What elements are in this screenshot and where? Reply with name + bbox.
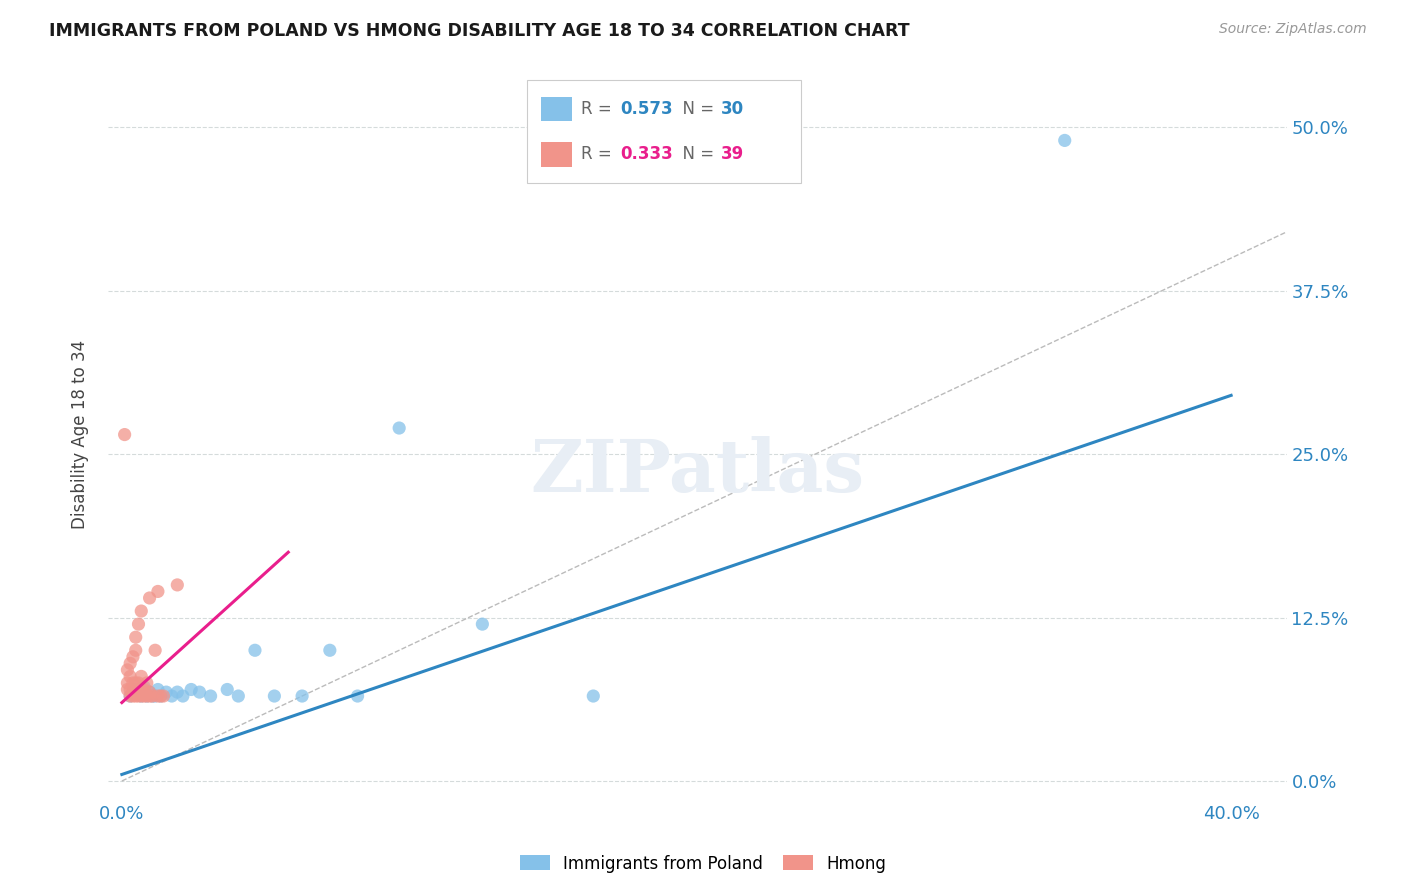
- Point: [117, 676, 139, 690]
- Point: [291, 689, 314, 703]
- Point: [141, 689, 163, 703]
- Text: R =: R =: [581, 145, 617, 163]
- Point: [138, 591, 160, 605]
- Point: [117, 663, 139, 677]
- Text: N =: N =: [672, 100, 720, 118]
- Point: [128, 689, 150, 703]
- Point: [146, 682, 169, 697]
- Point: [188, 685, 211, 699]
- Point: [143, 643, 166, 657]
- Text: ZIPatlas: ZIPatlas: [530, 435, 865, 507]
- Point: [125, 685, 148, 699]
- Point: [120, 689, 142, 703]
- Point: [122, 689, 145, 703]
- Text: IMMIGRANTS FROM POLAND VS HMONG DISABILITY AGE 18 TO 34 CORRELATION CHART: IMMIGRANTS FROM POLAND VS HMONG DISABILI…: [49, 22, 910, 40]
- Point: [135, 689, 157, 703]
- Point: [135, 689, 157, 703]
- Point: [128, 617, 150, 632]
- Point: [125, 643, 148, 657]
- Text: 30: 30: [721, 100, 744, 118]
- Point: [120, 689, 142, 703]
- Point: [129, 604, 152, 618]
- Point: [114, 427, 136, 442]
- Point: [128, 676, 150, 690]
- Text: R =: R =: [581, 100, 617, 118]
- Point: [122, 649, 145, 664]
- Point: [217, 682, 239, 697]
- Point: [263, 689, 285, 703]
- Point: [166, 685, 188, 699]
- Point: [129, 689, 152, 703]
- Point: [146, 584, 169, 599]
- Point: [149, 689, 172, 703]
- Point: [180, 682, 202, 697]
- Legend: Immigrants from Poland, Hmong: Immigrants from Poland, Hmong: [513, 848, 893, 880]
- Point: [149, 689, 172, 703]
- Point: [1053, 133, 1076, 147]
- Point: [132, 682, 155, 697]
- Text: N =: N =: [672, 145, 720, 163]
- Point: [122, 685, 145, 699]
- Point: [128, 682, 150, 697]
- Point: [120, 669, 142, 683]
- Point: [132, 680, 155, 694]
- Point: [125, 630, 148, 644]
- Point: [132, 689, 155, 703]
- Y-axis label: Disability Age 18 to 34: Disability Age 18 to 34: [72, 340, 89, 529]
- Point: [120, 682, 142, 697]
- Point: [346, 689, 368, 703]
- Point: [122, 685, 145, 699]
- Point: [128, 685, 150, 699]
- Point: [152, 689, 174, 703]
- Point: [129, 669, 152, 683]
- Point: [125, 689, 148, 703]
- Point: [228, 689, 250, 703]
- Point: [138, 685, 160, 699]
- Point: [160, 689, 183, 703]
- Point: [122, 676, 145, 690]
- Point: [155, 685, 177, 699]
- Point: [143, 689, 166, 703]
- Point: [200, 689, 222, 703]
- Point: [582, 689, 605, 703]
- Text: 39: 39: [721, 145, 745, 163]
- Point: [138, 689, 160, 703]
- Text: 0.573: 0.573: [620, 100, 672, 118]
- Point: [166, 578, 188, 592]
- Point: [471, 617, 494, 632]
- Point: [129, 689, 152, 703]
- Point: [319, 643, 342, 657]
- Text: 0.333: 0.333: [620, 145, 673, 163]
- Point: [141, 689, 163, 703]
- Point: [117, 682, 139, 697]
- Point: [243, 643, 266, 657]
- Point: [172, 689, 194, 703]
- Point: [125, 682, 148, 697]
- Point: [138, 685, 160, 699]
- Text: Source: ZipAtlas.com: Source: ZipAtlas.com: [1219, 22, 1367, 37]
- Point: [129, 685, 152, 699]
- Point: [146, 689, 169, 703]
- Point: [120, 657, 142, 671]
- Point: [125, 676, 148, 690]
- Point: [135, 676, 157, 690]
- Point: [388, 421, 411, 435]
